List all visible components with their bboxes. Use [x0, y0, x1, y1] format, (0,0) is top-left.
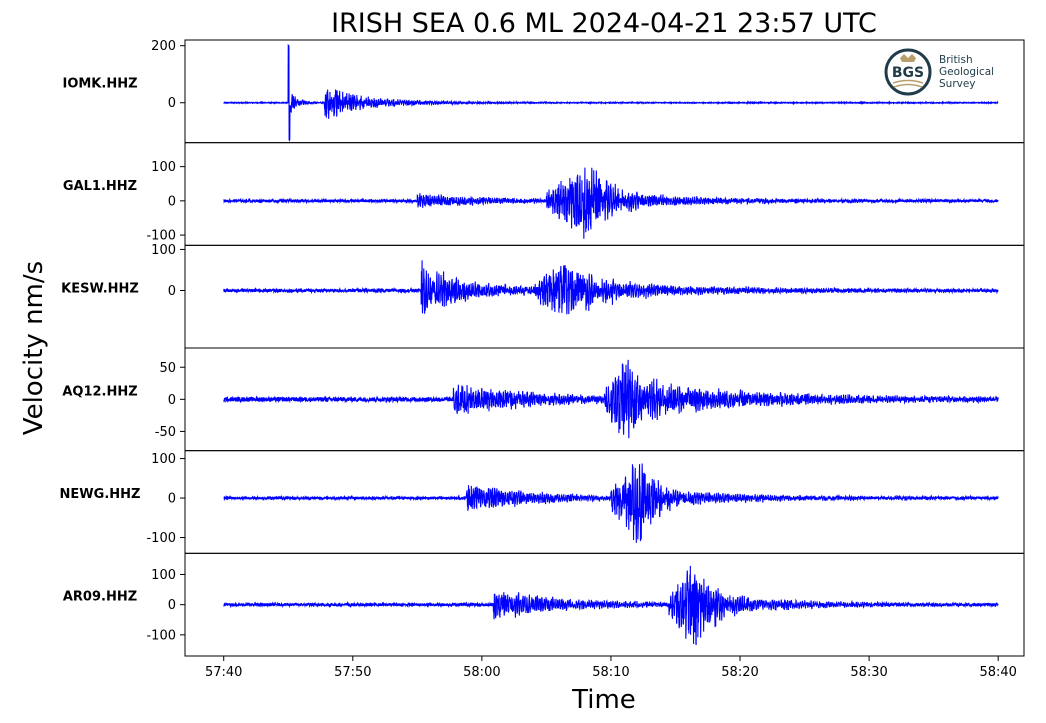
- y-tick-label: -50: [155, 425, 176, 440]
- waveform-trace: [223, 565, 999, 646]
- waveform-trace: [223, 43, 999, 143]
- logo-line-2: Geological: [939, 66, 994, 78]
- x-tick-label: 57:50: [334, 665, 371, 680]
- trace-panels: 200 0 IOMK.HHZ 100 0 -100 GAL1.HHZ 100 0 KESW.HHZ…: [60, 39, 1025, 657]
- x-tick-label: 58:00: [463, 665, 500, 680]
- x-tick-label: 58:30: [850, 665, 887, 680]
- x-tick-label: 58:10: [592, 665, 629, 680]
- wave-icon: [892, 79, 924, 88]
- waveform-trace: [223, 167, 999, 239]
- y-tick-label: -100: [146, 531, 176, 546]
- station-label: GAL1.HHZ: [63, 179, 137, 194]
- trace-panel: 200 0 IOMK.HHZ: [62, 39, 1025, 144]
- x-tick-label: 57:40: [205, 665, 242, 680]
- trace-panel: 100 0 -100 NEWG.HHZ: [60, 450, 1025, 554]
- y-tick-label: -100: [146, 229, 176, 244]
- x-axis-label: Time: [571, 685, 636, 715]
- station-label: IOMK.HHZ: [62, 76, 137, 91]
- station-label: AR09.HHZ: [63, 590, 137, 605]
- y-tick-label: 0: [168, 598, 176, 613]
- y-tick-label: 0: [168, 194, 176, 209]
- waveform-trace: [223, 463, 999, 543]
- logo-line-3: Survey: [939, 78, 976, 90]
- y-tick-label: 0: [168, 284, 176, 299]
- station-label: NEWG.HHZ: [60, 487, 141, 502]
- x-axis: 57:40 57:50 58:00 58:10 58:20 58:30 58:40: [205, 656, 1017, 680]
- y-tick-label: 50: [159, 361, 176, 376]
- waveform-trace: [223, 359, 999, 439]
- trace-panel: 100 0 -100 GAL1.HHZ: [63, 142, 1025, 246]
- logo-abbr: BGS: [892, 65, 924, 81]
- y-tick-label: -100: [146, 628, 176, 643]
- bgs-logo: BGS British Geological Survey: [884, 48, 994, 96]
- station-label: KESW.HHZ: [61, 282, 139, 297]
- chart-title: IRISH SEA 0.6 ML 2024-04-21 23:57 UTC: [331, 8, 877, 39]
- x-tick-label: 58:20: [721, 665, 758, 680]
- logo-line-1: British: [939, 54, 973, 66]
- y-tick-label: 100: [151, 160, 176, 175]
- logo-ring: [884, 48, 932, 96]
- y-tick-label: 0: [168, 492, 176, 507]
- panel-frame: [184, 244, 1025, 349]
- panel-frame: [184, 450, 1025, 554]
- y-axis-label: Velocity nm/s: [19, 261, 49, 435]
- trace-panel: 50 0 -50 AQ12.HHZ: [62, 347, 1025, 452]
- crown-icon: [900, 54, 916, 62]
- y-tick-label: 100: [151, 568, 176, 583]
- x-tick-label: 58:40: [979, 665, 1016, 680]
- y-tick-label: 0: [168, 96, 176, 111]
- waveform-trace: [223, 260, 999, 315]
- y-tick-label: 200: [151, 39, 176, 54]
- trace-panel: 100 0 KESW.HHZ: [61, 243, 1025, 349]
- trace-panel: 100 0 -100 AR09.HHZ: [63, 552, 1025, 657]
- y-tick-label: 100: [151, 452, 176, 467]
- station-label: AQ12.HHZ: [62, 384, 137, 399]
- y-tick-label: 100: [151, 243, 176, 258]
- y-tick-label: 0: [168, 393, 176, 408]
